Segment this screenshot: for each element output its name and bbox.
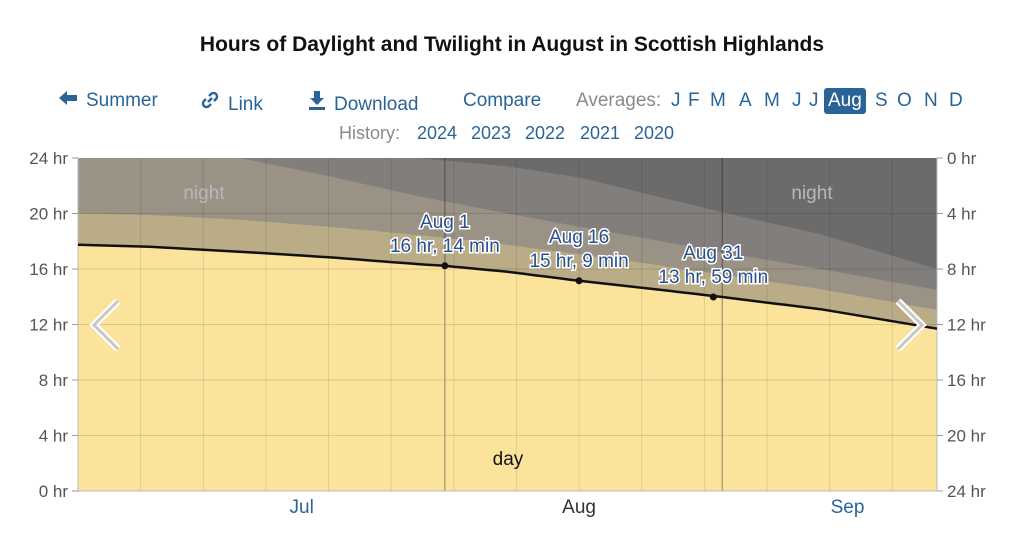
annotation-point [709, 293, 717, 301]
month-oct[interactable]: O [897, 90, 912, 111]
annotation-date: Aug 31 [683, 243, 743, 264]
annotation-point [575, 277, 583, 285]
night-label: night [183, 183, 225, 204]
chevron-right-icon [895, 298, 927, 352]
month-jun[interactable]: J [792, 90, 802, 111]
month-aug[interactable]: Aug [824, 88, 866, 114]
download-button-label: Download [334, 94, 419, 115]
history-year[interactable]: 2021 [580, 123, 621, 143]
annotation-value: 13 hr, 59 min [658, 267, 768, 288]
month-mar[interactable]: M [710, 90, 726, 111]
history-year[interactable]: 2024 [417, 123, 458, 143]
link-button-label: Link [228, 94, 263, 115]
x-month-label: Aug [562, 497, 596, 518]
annotation-point [441, 262, 449, 270]
annotation-date: Aug 16 [549, 227, 609, 248]
y-tick-label-right: 0 hr [947, 149, 977, 168]
next-month-button[interactable] [894, 298, 928, 357]
link-icon [200, 90, 220, 116]
x-month-label: Jul [290, 497, 314, 518]
month-may[interactable]: M [764, 90, 780, 111]
y-tick-label-right: 8 hr [947, 260, 977, 279]
grid-lines [77, 158, 937, 491]
y-tick-label-right: 12 hr [947, 316, 986, 335]
summary-link[interactable]: Summer [58, 90, 158, 112]
month-feb[interactable]: F [688, 90, 700, 111]
day-area [78, 244, 937, 491]
history-year[interactable]: 2020 [634, 123, 675, 143]
annotation-value: 15 hr, 9 min [529, 251, 628, 272]
y-tick-label-left: 4 hr [39, 427, 69, 446]
history-year[interactable]: 2022 [525, 123, 566, 143]
month-apr[interactable]: A [739, 90, 752, 111]
download-icon [308, 90, 326, 116]
chart-nav: Summer Link Download Compare Averages: J… [0, 88, 1024, 116]
y-tick-label-right: 16 hr [947, 371, 986, 390]
month-jan[interactable]: J [671, 90, 681, 111]
history-year[interactable]: 2023 [471, 123, 512, 143]
day-label: day [493, 449, 524, 470]
y-tick-label-left: 20 hr [29, 205, 68, 224]
x-month-label: Sep [831, 497, 865, 518]
y-tick-label-right: 20 hr [947, 427, 986, 446]
month-dec[interactable]: D [949, 90, 963, 111]
chevron-left-icon [89, 298, 121, 352]
annotation-value: 16 hr, 14 min [390, 236, 500, 257]
chart-title: Hours of Daylight and Twilight in August… [199, 33, 825, 56]
y-tick-label-left: 0 hr [39, 482, 69, 501]
daylight-line [77, 243, 938, 330]
history-bar: History: 2024 2023 2022 2021 2020 [0, 123, 1024, 147]
month-nov[interactable]: N [924, 90, 938, 111]
y-tick-label-left: 16 hr [29, 260, 68, 279]
night-label: night [791, 183, 833, 204]
averages-label: Averages: [576, 90, 662, 111]
history-label: History: [339, 123, 401, 143]
month-sep[interactable]: S [875, 90, 888, 111]
y-tick-label-right: 4 hr [947, 205, 977, 224]
y-tick-label-left: 8 hr [39, 371, 69, 390]
y-tick-label-left: 24 hr [29, 149, 68, 168]
arrow-left-icon [58, 90, 78, 112]
prev-month-button[interactable] [88, 298, 122, 357]
compare-link[interactable]: Compare [463, 90, 542, 111]
annotation-date: Aug 1 [420, 212, 470, 233]
month-jul[interactable]: J [809, 90, 819, 111]
summary-link-label: Summer [86, 90, 158, 111]
download-button[interactable]: Download [308, 90, 419, 116]
y-tick-label-right: 24 hr [947, 482, 986, 501]
y-tick-label-left: 12 hr [29, 316, 68, 335]
link-button[interactable]: Link [200, 90, 263, 116]
